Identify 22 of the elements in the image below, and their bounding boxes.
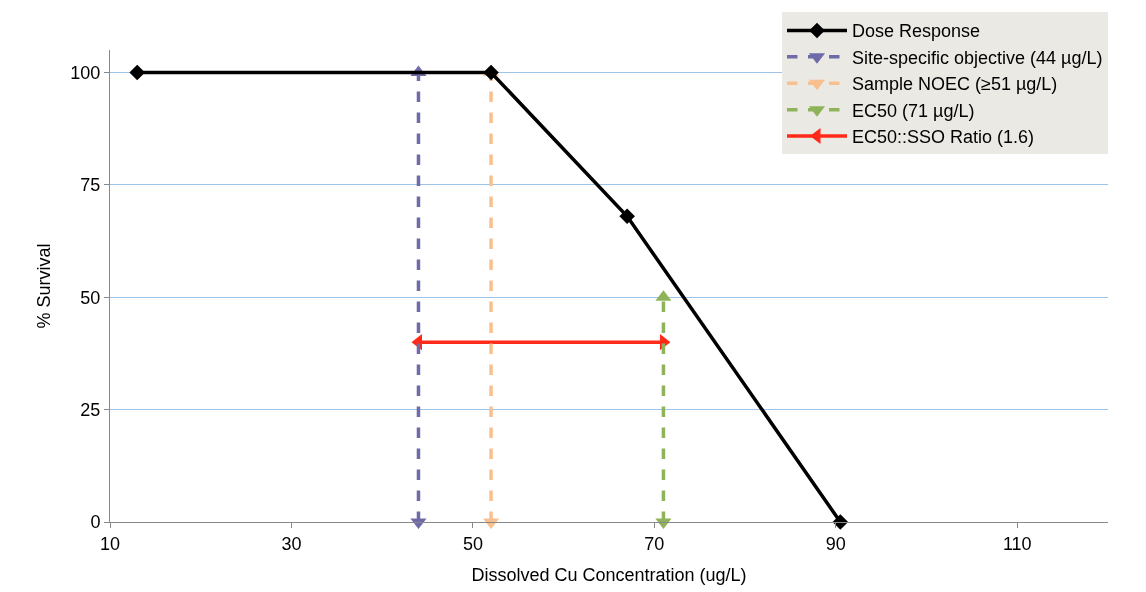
legend-label: Site-specific objective (44 µg/L) bbox=[852, 47, 1103, 68]
y-tick-label: 100 bbox=[70, 62, 101, 83]
y-tick-label: 75 bbox=[80, 175, 101, 196]
x-tick-label: 30 bbox=[281, 533, 302, 554]
x-tick-label: 70 bbox=[644, 533, 665, 554]
point bbox=[832, 514, 849, 530]
x-axis-title: Dissolved Cu Concentration (ug/L) bbox=[471, 564, 747, 585]
point bbox=[483, 64, 499, 81]
y-tick-label: 50 bbox=[80, 287, 101, 308]
y-tick-label: 25 bbox=[80, 399, 101, 420]
x-tick-label: 110 bbox=[1002, 533, 1032, 554]
point bbox=[129, 64, 146, 81]
legend-label: Sample NOEC (≥51 µg/L) bbox=[852, 74, 1058, 95]
x-tick-label: 50 bbox=[462, 533, 483, 554]
x-tick-label: 10 bbox=[99, 533, 121, 554]
y-tick-label: 0 bbox=[90, 512, 101, 533]
x-tick-label: 90 bbox=[825, 533, 846, 554]
legend-label: EC50 (71 µg/L) bbox=[852, 100, 975, 121]
legend-label: Dose Response bbox=[852, 21, 981, 42]
point bbox=[619, 208, 635, 225]
legend-label: EC50::SSO Ratio (1.6) bbox=[852, 127, 1035, 148]
y-axis-title: % Survival bbox=[33, 243, 54, 329]
